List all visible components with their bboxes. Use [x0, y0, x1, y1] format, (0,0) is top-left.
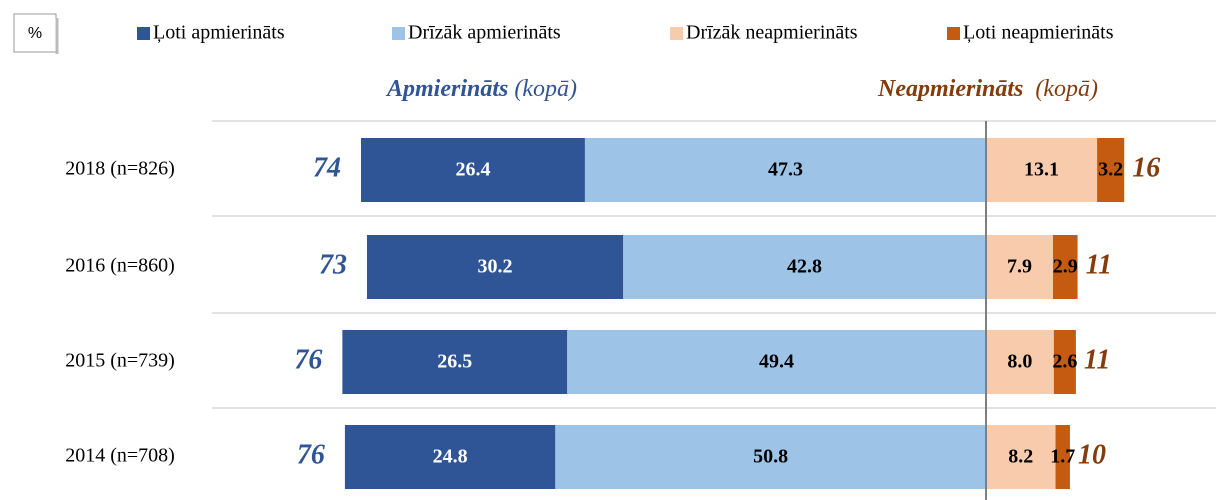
unit-label: % — [28, 25, 42, 42]
header-right-title: Neapmierināts — [877, 76, 1023, 102]
legend-label: Drīzāk apmierināts — [408, 22, 561, 44]
header-left-suffix: (kopā) — [514, 76, 577, 102]
bar-segment — [986, 138, 1098, 202]
value-label: 1.7 — [1050, 446, 1075, 468]
legend-swatch — [137, 27, 150, 40]
legend-label: Drīzāk neapmierināts — [686, 22, 858, 44]
bar-segment — [344, 425, 556, 489]
category-label: 2018 (n=826) — [65, 158, 175, 180]
total-left: 74 — [313, 152, 341, 183]
total-right: 11 — [1086, 249, 1112, 280]
header-right: Neapmierināts (kopā) — [877, 76, 1098, 102]
bar-segment — [584, 138, 986, 202]
total-left: 73 — [319, 249, 347, 280]
bar-segment — [555, 425, 986, 489]
bar-segment — [1097, 138, 1125, 202]
value-label: 30.2 — [478, 256, 513, 278]
header-right-suffix: (kopā) — [1035, 76, 1098, 102]
category-label: 2015 (n=739) — [65, 350, 175, 372]
value-label: 2.9 — [1053, 256, 1078, 278]
total-right: 11 — [1084, 344, 1110, 375]
bar-segment — [1052, 235, 1078, 299]
legend-swatch — [947, 27, 960, 40]
value-label: 7.9 — [1007, 256, 1032, 278]
legend-swatch — [392, 27, 405, 40]
header-left-title: Apmierināts — [385, 76, 508, 102]
value-label: 8.0 — [1007, 351, 1032, 373]
total-left: 76 — [294, 344, 322, 375]
legend-label: Ļoti apmierināts — [153, 22, 285, 44]
value-label: 42.8 — [787, 256, 822, 278]
bar-segment — [986, 330, 1054, 394]
bar-segment — [623, 235, 986, 299]
total-right: 10 — [1078, 439, 1106, 470]
value-label: 3.2 — [1098, 159, 1123, 181]
value-label: 13.1 — [1024, 159, 1059, 181]
category-label: 2016 (n=860) — [65, 255, 175, 277]
bar-segment — [986, 425, 1056, 489]
header-left: Apmierināts (kopā) — [385, 76, 577, 102]
bar-segment — [567, 330, 986, 394]
bar-segment — [1053, 330, 1076, 394]
value-label: 50.8 — [753, 446, 788, 468]
bar-segment — [366, 235, 624, 299]
legend-label: Ļoti neapmierināts — [963, 22, 1114, 44]
value-label: 8.2 — [1008, 446, 1033, 468]
legend-swatch — [670, 27, 683, 40]
value-label: 26.4 — [455, 159, 490, 181]
unit-box — [13, 13, 57, 53]
value-label: 2.6 — [1052, 351, 1077, 373]
value-label: 49.4 — [759, 351, 794, 373]
bar-segment — [361, 138, 585, 202]
value-label: 47.3 — [768, 159, 803, 181]
value-label: 24.8 — [433, 446, 468, 468]
category-label: 2014 (n=708) — [65, 445, 175, 467]
bar-segment — [1055, 425, 1070, 489]
total-right: 16 — [1132, 152, 1160, 183]
bar-segment — [986, 235, 1053, 299]
bar-segment — [342, 330, 568, 394]
total-left: 76 — [297, 439, 325, 470]
value-label: 26.5 — [437, 351, 472, 373]
